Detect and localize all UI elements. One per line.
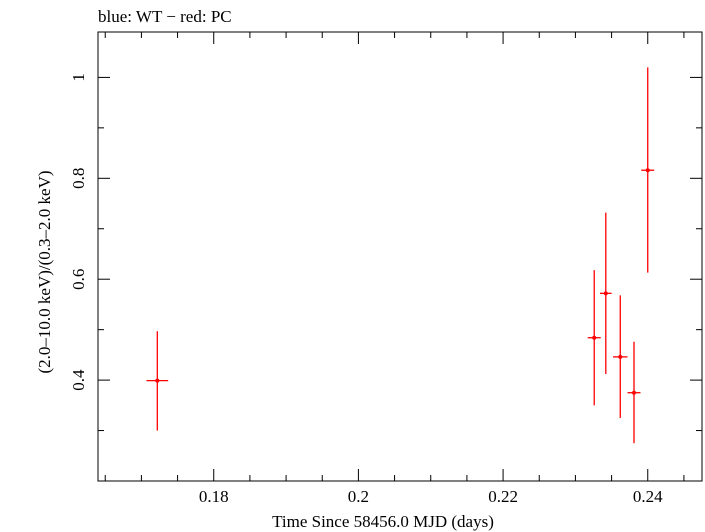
- data-point: [618, 354, 623, 359]
- data-point: [592, 335, 597, 340]
- x-tick-label: 0.2: [348, 487, 369, 506]
- x-tick-label: 0.18: [199, 487, 229, 506]
- x-tick-label: 0.22: [488, 487, 518, 506]
- y-tick-label: 1: [69, 73, 88, 82]
- chart-title: blue: WT − red: PC: [98, 7, 232, 26]
- axis-ticks: 0.18 0.2 0.22 0.24 0.4 0.6 0.8 1: [69, 32, 702, 506]
- data-point: [155, 378, 160, 383]
- y-tick-label: 0.8: [69, 168, 88, 189]
- data-point: [645, 168, 650, 173]
- x-axis-label: Time Since 58456.0 MJD (days): [272, 512, 494, 531]
- y-tick-label: 0.6: [69, 269, 88, 290]
- y-tick-label: 0.4: [69, 369, 88, 391]
- data-point: [632, 390, 637, 395]
- x-tick-label: 0.24: [633, 487, 663, 506]
- data-point: [603, 291, 608, 296]
- y-axis-label: (2.0–10.0 keV)/(0.3–2.0 keV): [35, 170, 54, 373]
- plot-frame: [97, 31, 703, 482]
- data-points: [146, 67, 655, 444]
